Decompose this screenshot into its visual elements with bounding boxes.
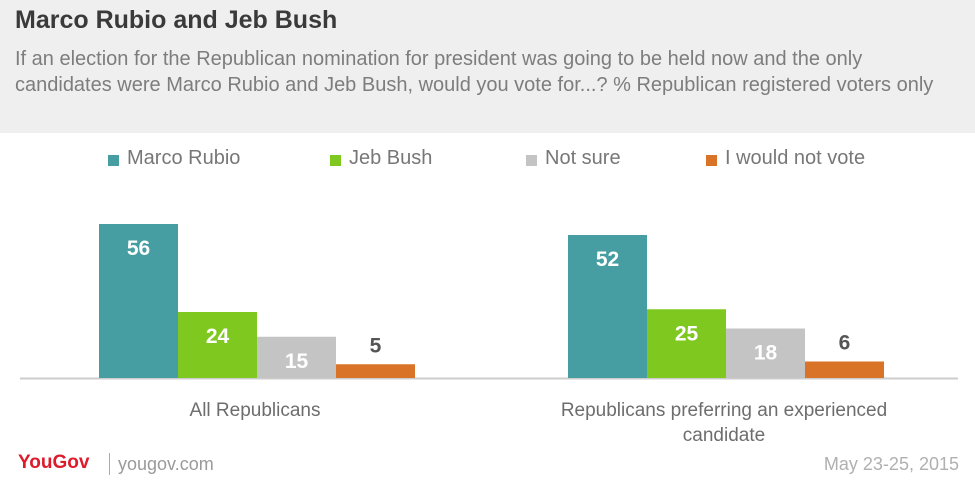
- legend: Marco Rubio Jeb Bush Not sure I would not v…: [0, 146, 975, 174]
- footer-site: yougov.com: [118, 454, 214, 474]
- legend-swatch: [526, 155, 537, 166]
- bar: [726, 328, 805, 378]
- footer-date: May 23-25, 2015: [823, 454, 959, 474]
- bar: [647, 309, 726, 378]
- bar-chart: 56 24 15 5 All Republicans 52 25 18 6 Republicans…: [20, 224, 958, 446]
- yougov-logo: YouGov: [18, 452, 90, 473]
- legend-label: Marco Rubio: [127, 147, 241, 169]
- bar: [805, 361, 884, 378]
- legend-label: Jeb Bush: [349, 147, 433, 169]
- bar: [336, 364, 415, 378]
- data-label: 56: [127, 237, 150, 260]
- data-label: 24: [206, 325, 230, 348]
- bar: [178, 312, 257, 378]
- legend-swatch: [706, 155, 717, 166]
- data-label: 18: [754, 342, 778, 365]
- chart-subtitle: If an election for the Republican nomina…: [15, 48, 934, 96]
- data-label: 6: [839, 332, 851, 355]
- category-label: All Republicans: [190, 400, 321, 421]
- bar: [257, 336, 336, 378]
- bar: [99, 224, 178, 378]
- legend-swatch: [330, 155, 341, 166]
- data-label: 52: [596, 248, 619, 271]
- data-label: 15: [285, 350, 309, 373]
- data-label: 25: [675, 322, 699, 345]
- legend-label: Not sure: [545, 147, 621, 169]
- bar: [568, 235, 647, 378]
- legend-swatch: [108, 155, 119, 166]
- chart-title: Marco Rubio and Jeb Bush: [15, 6, 338, 34]
- data-label: 5: [370, 334, 382, 357]
- header: Marco Rubio and Jeb Bush If an election …: [0, 0, 975, 133]
- footer-divider: [109, 453, 110, 475]
- legend-label: I would not vote: [725, 147, 866, 169]
- category-label: Republicans preferring an experienced can…: [561, 400, 887, 446]
